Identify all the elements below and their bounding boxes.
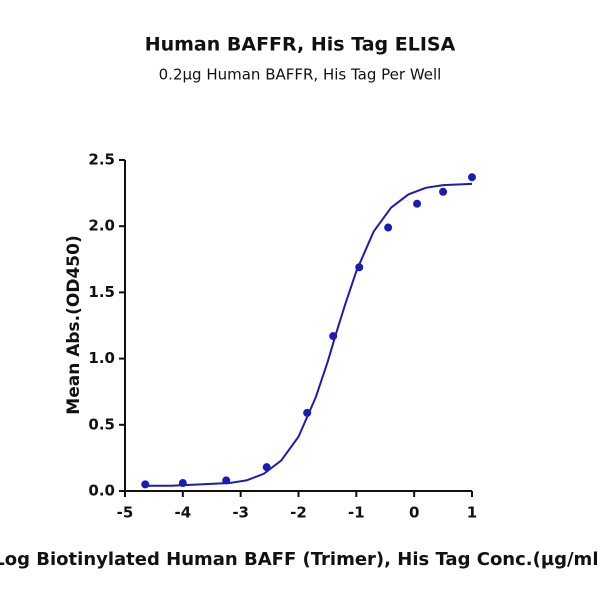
x-tick-label: -5 [117, 504, 134, 522]
data-point [262, 463, 271, 472]
x-tick-label: -3 [232, 504, 249, 522]
chart-subtitle: 0.2µg Human BAFFR, His Tag Per Well [159, 66, 442, 84]
data-point [329, 332, 338, 341]
data-point [178, 479, 187, 488]
y-tick-label: 2.0 [88, 217, 115, 235]
data-point [222, 476, 231, 485]
data-point [413, 199, 422, 208]
x-axis-label: Log Biotinylated Human BAFF (Trimer), Hi… [0, 549, 600, 570]
x-tick-label: -4 [174, 504, 191, 522]
data-point [468, 173, 476, 182]
fit-curve [142, 182, 473, 487]
data-point [439, 187, 448, 196]
x-tick-label: 0 [409, 504, 419, 522]
data-point [355, 263, 364, 272]
x-tick-label: -1 [348, 504, 365, 522]
y-axis-label: Mean Abs.(OD450) [64, 235, 84, 414]
data-point [303, 408, 312, 417]
y-tick-label: 0.5 [88, 415, 115, 433]
data-point [141, 480, 150, 489]
data-point [384, 223, 393, 232]
chart-title: Human BAFFR, His Tag ELISA [145, 34, 456, 56]
y-tick-label: 0.0 [88, 482, 115, 500]
y-tick-label: 1.0 [88, 349, 115, 367]
y-tick-label: 2.5 [88, 151, 115, 169]
y-tick-label: 1.5 [88, 283, 115, 301]
x-tick-label: 1 [467, 504, 477, 522]
x-tick-label: -2 [290, 504, 307, 522]
